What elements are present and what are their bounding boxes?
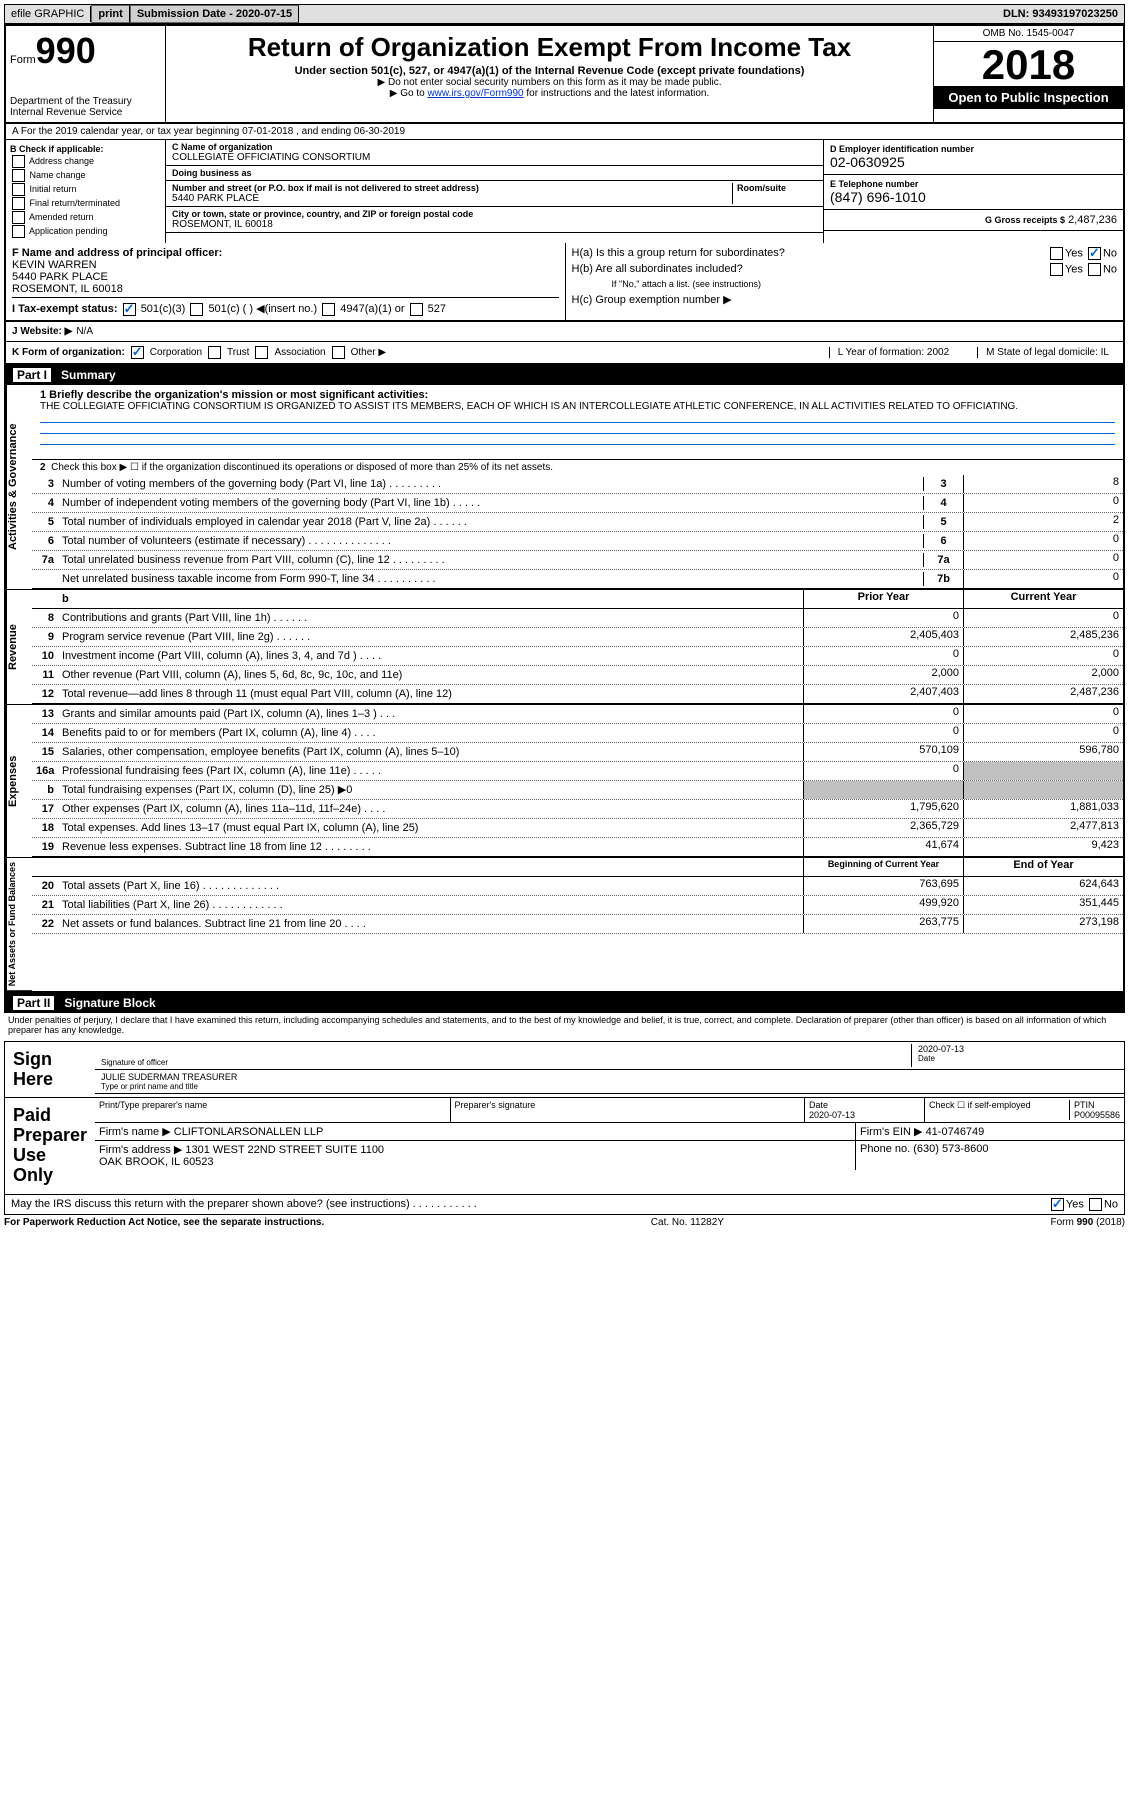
firm-name: CLIFTONLARSONALLEN LLP xyxy=(174,1126,324,1138)
form-title: Return of Organization Exempt From Incom… xyxy=(170,32,929,63)
signature-block: Sign Here Signature of officer 2020-07-1… xyxy=(4,1041,1125,1195)
group-return-no[interactable] xyxy=(1088,247,1101,260)
discuss-yes-checkbox[interactable] xyxy=(1051,1198,1064,1211)
mission-text: THE COLLEGIATE OFFICIATING CONSORTIUM IS… xyxy=(40,401,1115,412)
sign-here-label: Sign Here xyxy=(5,1042,95,1098)
curr-psr: 2,485,236 xyxy=(963,628,1123,646)
line3-value: 8 xyxy=(963,475,1123,493)
officer-name: KEVIN WARREN xyxy=(12,259,97,271)
mission-block: 1 Briefly describe the organization's mi… xyxy=(32,385,1123,460)
tax-year: 2018 xyxy=(934,42,1123,86)
open-public-badge: Open to Public Inspection xyxy=(934,86,1123,109)
page-footer: For Paperwork Reduction Act Notice, see … xyxy=(4,1215,1125,1230)
dln-label: DLN: 93493197023250 xyxy=(997,6,1124,22)
ein-value: 02-0630925 xyxy=(830,154,1117,170)
efile-label: efile GRAPHIC xyxy=(5,6,91,22)
part2-header: Part IISignature Block xyxy=(4,993,1125,1013)
form-number: Form990 xyxy=(10,30,161,72)
omb-number: OMB No. 1545-0047 xyxy=(934,26,1123,42)
form-subtitle: Under section 501(c), 527, or 4947(a)(1)… xyxy=(170,65,929,77)
side-netassets: Net Assets or Fund Balances xyxy=(6,858,32,991)
ptin: P00095586 xyxy=(1074,1110,1120,1120)
submission-date: Submission Date - 2020-07-15 xyxy=(130,5,299,23)
firm-phone: (630) 573-8600 xyxy=(913,1143,988,1155)
website-value: N/A xyxy=(76,326,93,337)
print-button[interactable]: print xyxy=(91,5,129,23)
col-d-ein-phone: D Employer identification number 02-0630… xyxy=(823,140,1123,243)
col-b-checkboxes: B Check if applicable: Address change Na… xyxy=(6,140,166,243)
gross-receipts: 2,487,236 xyxy=(1068,214,1117,226)
prior-psr: 2,405,403 xyxy=(803,628,963,646)
sign-date: 2020-07-13 xyxy=(918,1044,1118,1054)
501c3-checkbox[interactable] xyxy=(123,303,136,316)
row-j-website: J Website: ▶ N/A xyxy=(4,322,1125,342)
side-expenses: Expenses xyxy=(6,705,32,858)
form-header: Form990 Department of the Treasury Inter… xyxy=(4,24,1125,124)
org-name: COLLEGIATE OFFICIATING CONSORTIUM xyxy=(172,152,817,163)
dept-label: Department of the Treasury Internal Reve… xyxy=(10,96,161,118)
org-city: ROSEMONT, IL 60018 xyxy=(172,219,817,230)
paid-preparer-label: Paid Preparer Use Only xyxy=(5,1098,95,1193)
year-formation: L Year of formation: 2002 xyxy=(829,347,957,358)
org-address: 5440 PARK PLACE xyxy=(172,193,732,204)
row-k-form-org: K Form of organization: Corporation Trus… xyxy=(4,342,1125,365)
side-governance: Activities & Governance xyxy=(6,385,32,590)
officer-name-title: JULIE SUDERMAN TREASURER xyxy=(101,1072,1118,1082)
perjury-declaration: Under penalties of perjury, I declare th… xyxy=(4,1013,1125,1037)
state-domicile: M State of legal domicile: IL xyxy=(977,347,1117,358)
firm-ein: 41-0746749 xyxy=(926,1126,985,1138)
row-a-period: A For the 2019 calendar year, or tax yea… xyxy=(4,124,1125,140)
col-c-name-addr: C Name of organization COLLEGIATE OFFICI… xyxy=(166,140,823,243)
summary-body: Activities & Governance 1 Briefly descri… xyxy=(4,385,1125,993)
part1-header: Part ISummary xyxy=(4,365,1125,385)
entity-info: B Check if applicable: Address change Na… xyxy=(4,140,1125,243)
discuss-row: May the IRS discuss this return with the… xyxy=(4,1195,1125,1215)
form-note2: ▶ Go to www.irs.gov/Form990 for instruct… xyxy=(170,88,929,99)
irs-link[interactable]: www.irs.gov/Form990 xyxy=(427,88,523,99)
phone-value: (847) 696-1010 xyxy=(830,189,1117,205)
corp-checkbox[interactable] xyxy=(131,346,144,359)
officer-group-info: F Name and address of principal officer:… xyxy=(4,243,1125,322)
form-version: Form 990 (2018) xyxy=(1051,1217,1125,1228)
side-revenue: Revenue xyxy=(6,590,32,705)
top-toolbar: efile GRAPHIC print Submission Date - 20… xyxy=(4,4,1125,24)
form-note1: ▶ Do not enter social security numbers o… xyxy=(170,77,929,88)
